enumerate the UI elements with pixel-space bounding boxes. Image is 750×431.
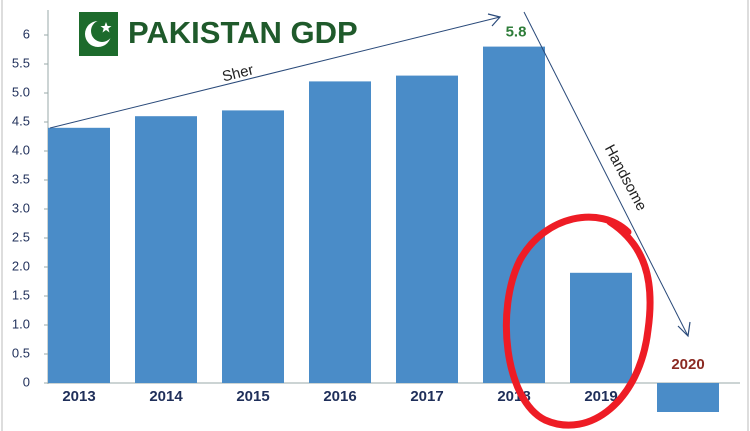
bar <box>222 110 284 384</box>
data-label: 5.8 <box>506 24 527 41</box>
arrow-line <box>523 11 689 337</box>
y-tick-label: 4.0 <box>12 142 30 157</box>
y-tick-label: 3.0 <box>12 200 30 215</box>
y-tick-label: 2.5 <box>12 229 30 244</box>
y-tick-label: 1.0 <box>12 316 30 331</box>
y-tick-label: 5.0 <box>12 84 30 99</box>
x-tick-label: 2020 <box>671 356 704 373</box>
y-tick-label: 1.5 <box>12 287 30 302</box>
y-tick-label: 0.5 <box>12 345 30 360</box>
arrow-line <box>49 16 501 129</box>
y-tick-label: 5.5 <box>12 55 30 70</box>
highlight-circle <box>502 213 654 429</box>
bar <box>483 46 545 383</box>
bar <box>657 383 719 412</box>
x-tick-label: 2016 <box>323 388 356 405</box>
arrow-head <box>487 13 502 27</box>
bar <box>309 81 371 384</box>
y-tick-label: 6 <box>23 26 30 41</box>
y-tick-label: 0 <box>23 374 30 389</box>
arrow-head <box>677 321 691 338</box>
chart-title: PAKISTAN GDP <box>128 15 358 50</box>
flag <box>66 12 118 56</box>
x-tick-label: 2013 <box>62 388 95 405</box>
y-tick-label: 2.0 <box>12 258 30 273</box>
bar <box>135 116 197 383</box>
y-tick-label: 3.5 <box>12 171 30 186</box>
x-tick-label: 2015 <box>236 388 269 405</box>
bar <box>396 75 458 383</box>
x-tick-label: 2019 <box>584 388 617 405</box>
x-tick-label: 2017 <box>410 388 443 405</box>
y-tick-label: 4.5 <box>12 113 30 128</box>
bar <box>570 272 632 383</box>
x-tick-label: 2014 <box>149 388 183 405</box>
bar <box>48 127 110 383</box>
